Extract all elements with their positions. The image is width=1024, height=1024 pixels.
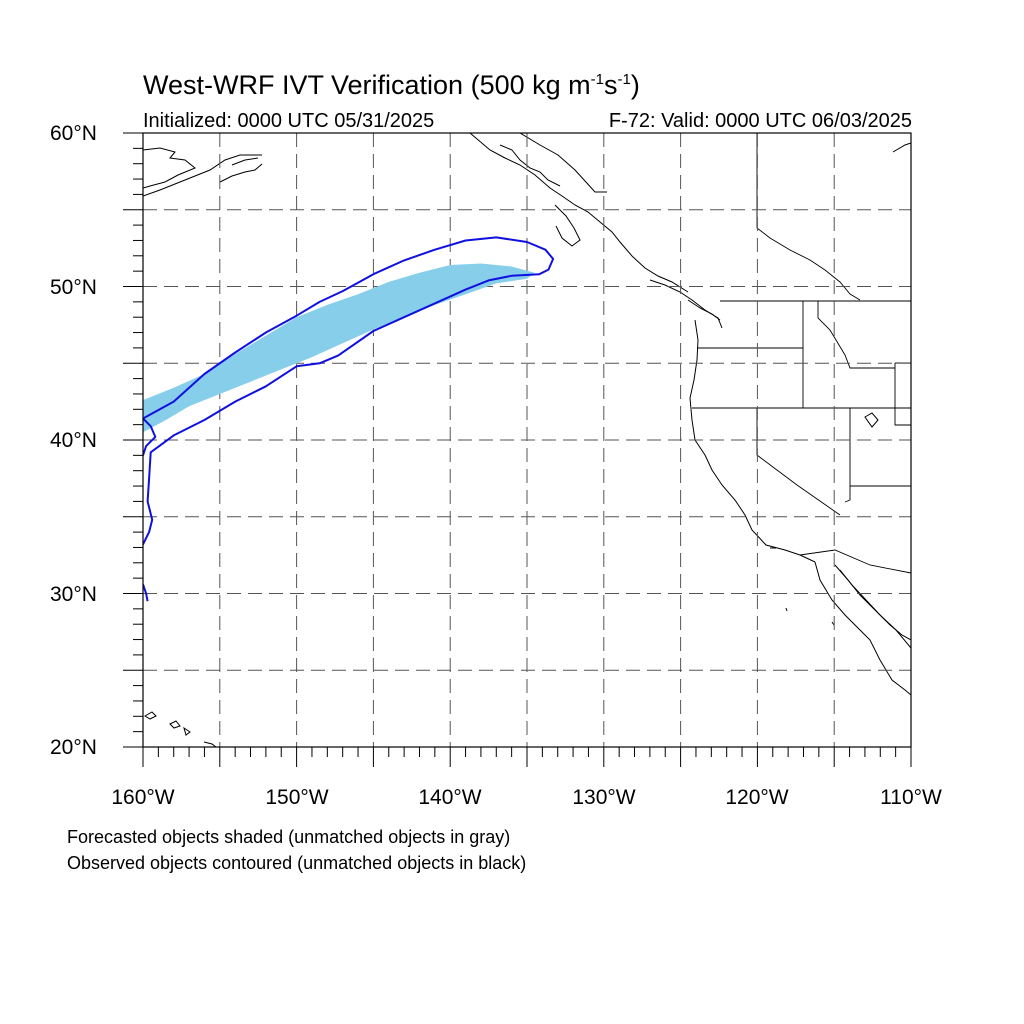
lat-label-40n: 40°N [50, 429, 97, 452]
lon-label-150w: 150°W [265, 786, 329, 809]
initialized-time: Initialized: 0000 UTC 05/31/2025 [143, 110, 435, 132]
map-tick-marks [123, 132, 912, 767]
lat-label-60n: 60°N [50, 122, 97, 145]
chart-title: West-WRF IVT Verification (500 kg m-1s-1… [143, 70, 640, 100]
coastlines [143, 133, 911, 747]
map-gridlines [143, 133, 911, 747]
lat-label-30n: 30°N [50, 583, 97, 606]
forecast-object-shading [143, 263, 535, 433]
lon-label-120w: 120°W [725, 786, 789, 809]
forecast-note: Forecasted objects shaded (unmatched obj… [67, 827, 511, 847]
observed-object-contour-edge [143, 417, 157, 456]
valid-time: F-72: Valid: 0000 UTC 06/03/2025 [608, 110, 912, 132]
lon-label-130w: 130°W [572, 786, 636, 809]
lon-label-110w: 110°W [880, 786, 942, 809]
lat-label-20n: 20°N [50, 736, 97, 759]
observed-object-contour [143, 236, 555, 545]
lon-label-160w: 160°W [111, 786, 175, 809]
lat-label-50n: 50°N [50, 276, 97, 299]
political-borders [692, 133, 911, 574]
observed-object-contour-small [143, 583, 149, 602]
map-frame [142, 132, 912, 748]
observed-note: Observed objects contoured (unmatched ob… [67, 853, 527, 873]
lon-label-140w: 140°W [418, 786, 482, 809]
